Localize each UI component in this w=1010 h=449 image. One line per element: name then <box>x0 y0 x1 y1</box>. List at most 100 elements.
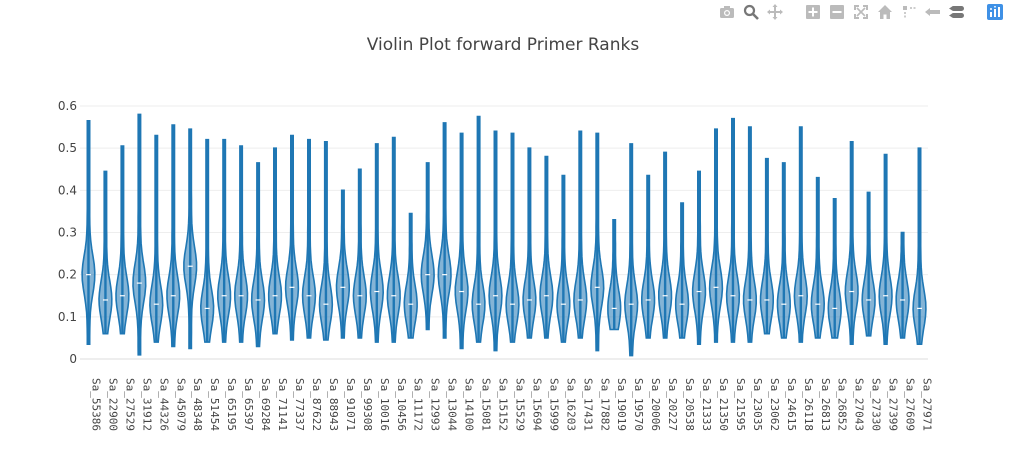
y-tick-label: 0.4 <box>58 183 77 197</box>
chart-title: Violin Plot forward Primer Ranks <box>367 35 640 55</box>
x-tick-label: Sa_16203 <box>564 378 577 431</box>
zoom-out-icon[interactable] <box>828 3 846 21</box>
y-tick-label: 0.1 <box>58 310 77 324</box>
violin <box>284 134 300 341</box>
x-tick-label: Sa_20538 <box>683 378 696 431</box>
x-tick-label: Sa_13044 <box>446 378 459 431</box>
x-tick-label: Sa_87622 <box>310 378 323 431</box>
violin <box>386 136 401 343</box>
hover-compare-icon[interactable] <box>948 3 966 21</box>
violin <box>318 141 334 341</box>
x-tick-label: Sa_15529 <box>513 378 526 431</box>
violin <box>641 174 656 339</box>
x-tick-label: Sa_48348 <box>191 378 204 431</box>
camera-icon[interactable] <box>718 3 736 21</box>
x-tick-label: Sa_31912 <box>140 378 153 431</box>
violin <box>335 189 350 339</box>
violin <box>149 134 164 343</box>
zoom-in-icon[interactable] <box>804 3 822 21</box>
violin <box>488 130 503 352</box>
violin <box>115 145 130 335</box>
violin <box>454 132 469 350</box>
x-tick-label: Sa_27330 <box>870 378 883 431</box>
x-tick-label: Sa_12993 <box>429 378 442 431</box>
x-tick-label: Sa_55386 <box>89 378 102 431</box>
violin <box>505 132 520 343</box>
x-tick-label: Sa_23035 <box>751 378 764 431</box>
violin <box>166 124 181 348</box>
autoscale-icon[interactable] <box>852 3 870 21</box>
violin <box>759 157 774 335</box>
violin <box>539 155 554 339</box>
violin <box>81 120 96 345</box>
violin <box>437 122 452 339</box>
x-tick-label: Sa_21350 <box>717 378 730 431</box>
violin <box>132 113 147 356</box>
violin <box>708 128 724 343</box>
x-tick-label: Sa_26813 <box>819 378 832 431</box>
x-tick-label: Sa_27399 <box>887 378 900 431</box>
x-tick-label: Sa_26118 <box>802 378 815 431</box>
violin <box>895 231 910 339</box>
violin <box>793 126 809 343</box>
y-tick-label: 0.5 <box>58 141 77 155</box>
violin <box>199 138 215 343</box>
violin <box>352 168 368 339</box>
violin <box>776 162 792 339</box>
x-tick-label: Sa_19570 <box>632 378 645 431</box>
violin <box>623 143 639 357</box>
y-tick-label: 0.2 <box>58 268 77 282</box>
violin <box>420 162 435 331</box>
x-tick-label: Sa_15152 <box>497 378 510 431</box>
x-tick-label: Sa_15999 <box>547 378 560 431</box>
x-tick-label: Sa_23062 <box>768 378 781 431</box>
plotly-logo-icon[interactable] <box>986 3 1004 21</box>
violin <box>725 117 741 343</box>
x-tick-label: Sa_11172 <box>412 378 425 431</box>
violin <box>878 153 893 345</box>
y-tick-label: 0.6 <box>58 99 77 113</box>
hover-closest-icon[interactable] <box>924 3 942 21</box>
spike-lines-icon[interactable] <box>900 3 918 21</box>
modebar <box>718 3 1004 21</box>
violin <box>403 212 418 339</box>
violin <box>810 176 826 339</box>
x-tick-label: Sa_65195 <box>225 378 238 431</box>
violin <box>301 138 317 339</box>
reset-axes-icon[interactable] <box>876 3 894 21</box>
x-tick-label: Sa_17882 <box>598 378 611 431</box>
violin <box>607 219 622 331</box>
violin <box>827 198 842 339</box>
x-tick-label: Sa_69284 <box>259 378 272 431</box>
violin <box>250 162 266 348</box>
x-tick-label: Sa_10016 <box>378 378 391 431</box>
x-tick-label: Sa_65397 <box>242 378 255 431</box>
violin <box>522 147 537 339</box>
violin <box>590 132 605 352</box>
x-tick-label: Sa_27609 <box>904 378 917 431</box>
violin <box>556 174 571 343</box>
violin <box>573 130 588 339</box>
x-tick-label: Sa_91071 <box>344 378 357 431</box>
x-tick-label: Sa_20006 <box>649 378 662 431</box>
x-tick-label: Sa_19019 <box>615 378 628 431</box>
x-tick-label: Sa_24615 <box>785 378 798 431</box>
violin <box>216 138 232 343</box>
zoom-icon[interactable] <box>742 3 760 21</box>
y-tick-label: 0 <box>69 352 77 366</box>
violin <box>861 191 876 337</box>
x-tick-label: Sa_27529 <box>123 378 136 431</box>
x-axis: Sa_55386 Sa_22900 Sa_27529 Sa_31912 Sa_44326… <box>89 378 933 431</box>
violin <box>471 115 486 343</box>
y-axis: 0 0.1 0.2 0.3 0.4 0.5 0.6 <box>58 99 77 366</box>
pan-icon[interactable] <box>766 3 784 21</box>
x-tick-label: Sa_99308 <box>361 378 374 431</box>
violin <box>844 141 859 345</box>
x-tick-label: Sa_88943 <box>327 378 340 431</box>
violin <box>183 128 198 350</box>
x-tick-label: Sa_14100 <box>463 378 476 431</box>
x-tick-label: Sa_27971 <box>921 378 934 431</box>
x-tick-label: Sa_51454 <box>208 378 221 431</box>
